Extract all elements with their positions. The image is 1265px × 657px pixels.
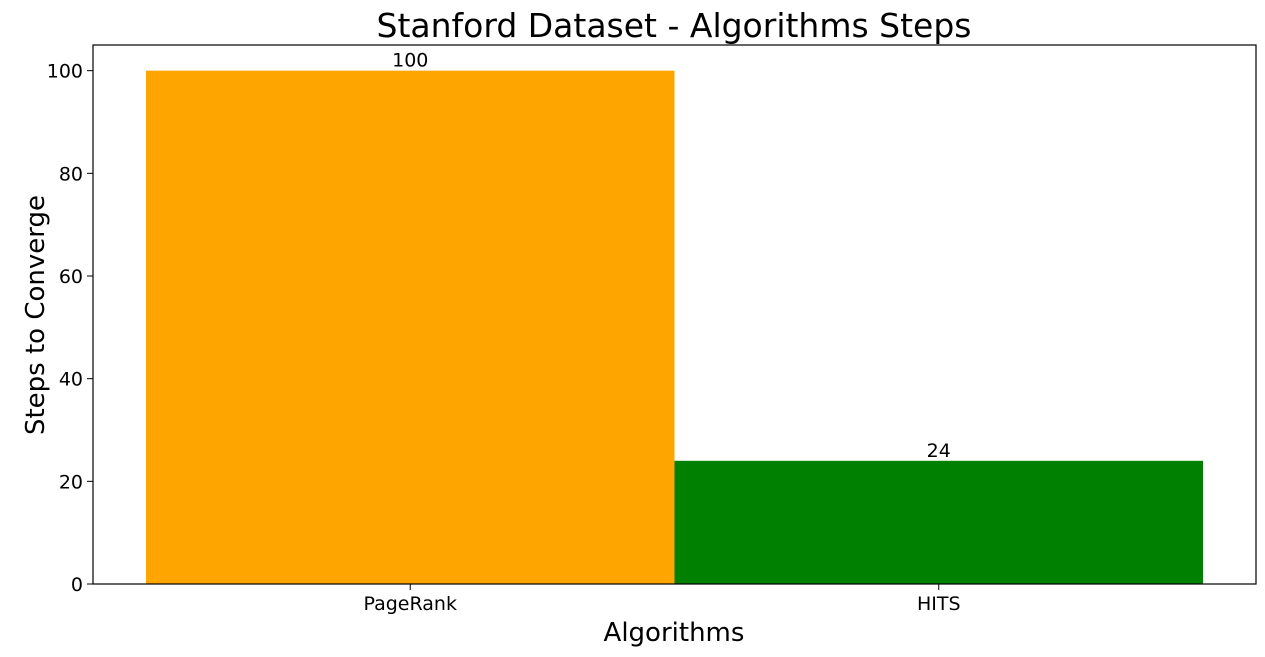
x-axis: PageRank HITS: [364, 584, 961, 615]
y-tick-label: 100: [47, 61, 83, 83]
data-label-pagerank: 100: [392, 50, 428, 72]
x-tick-label-hits: HITS: [917, 593, 961, 615]
y-tick-label: 0: [71, 574, 83, 596]
data-label-hits: 24: [927, 440, 951, 462]
chart-title: Stanford Dataset - Algorithms Steps: [377, 6, 972, 45]
y-tick-label: 40: [59, 369, 83, 391]
y-tick-label: 60: [59, 266, 83, 288]
plot-frame: [92, 44, 1257, 585]
bars-layer: 100 24: [146, 50, 1203, 584]
bar-hits: [674, 460, 1203, 584]
x-axis-title: Algorithms: [604, 618, 745, 648]
y-axis: 0 20 40 60 80 100: [47, 61, 93, 596]
y-tick-label: 80: [59, 163, 83, 185]
y-tick-label: 20: [59, 471, 83, 493]
y-axis-title: Steps to Converge: [21, 195, 51, 435]
bar-pagerank: [146, 70, 675, 584]
x-tick-label-pagerank: PageRank: [364, 593, 457, 615]
